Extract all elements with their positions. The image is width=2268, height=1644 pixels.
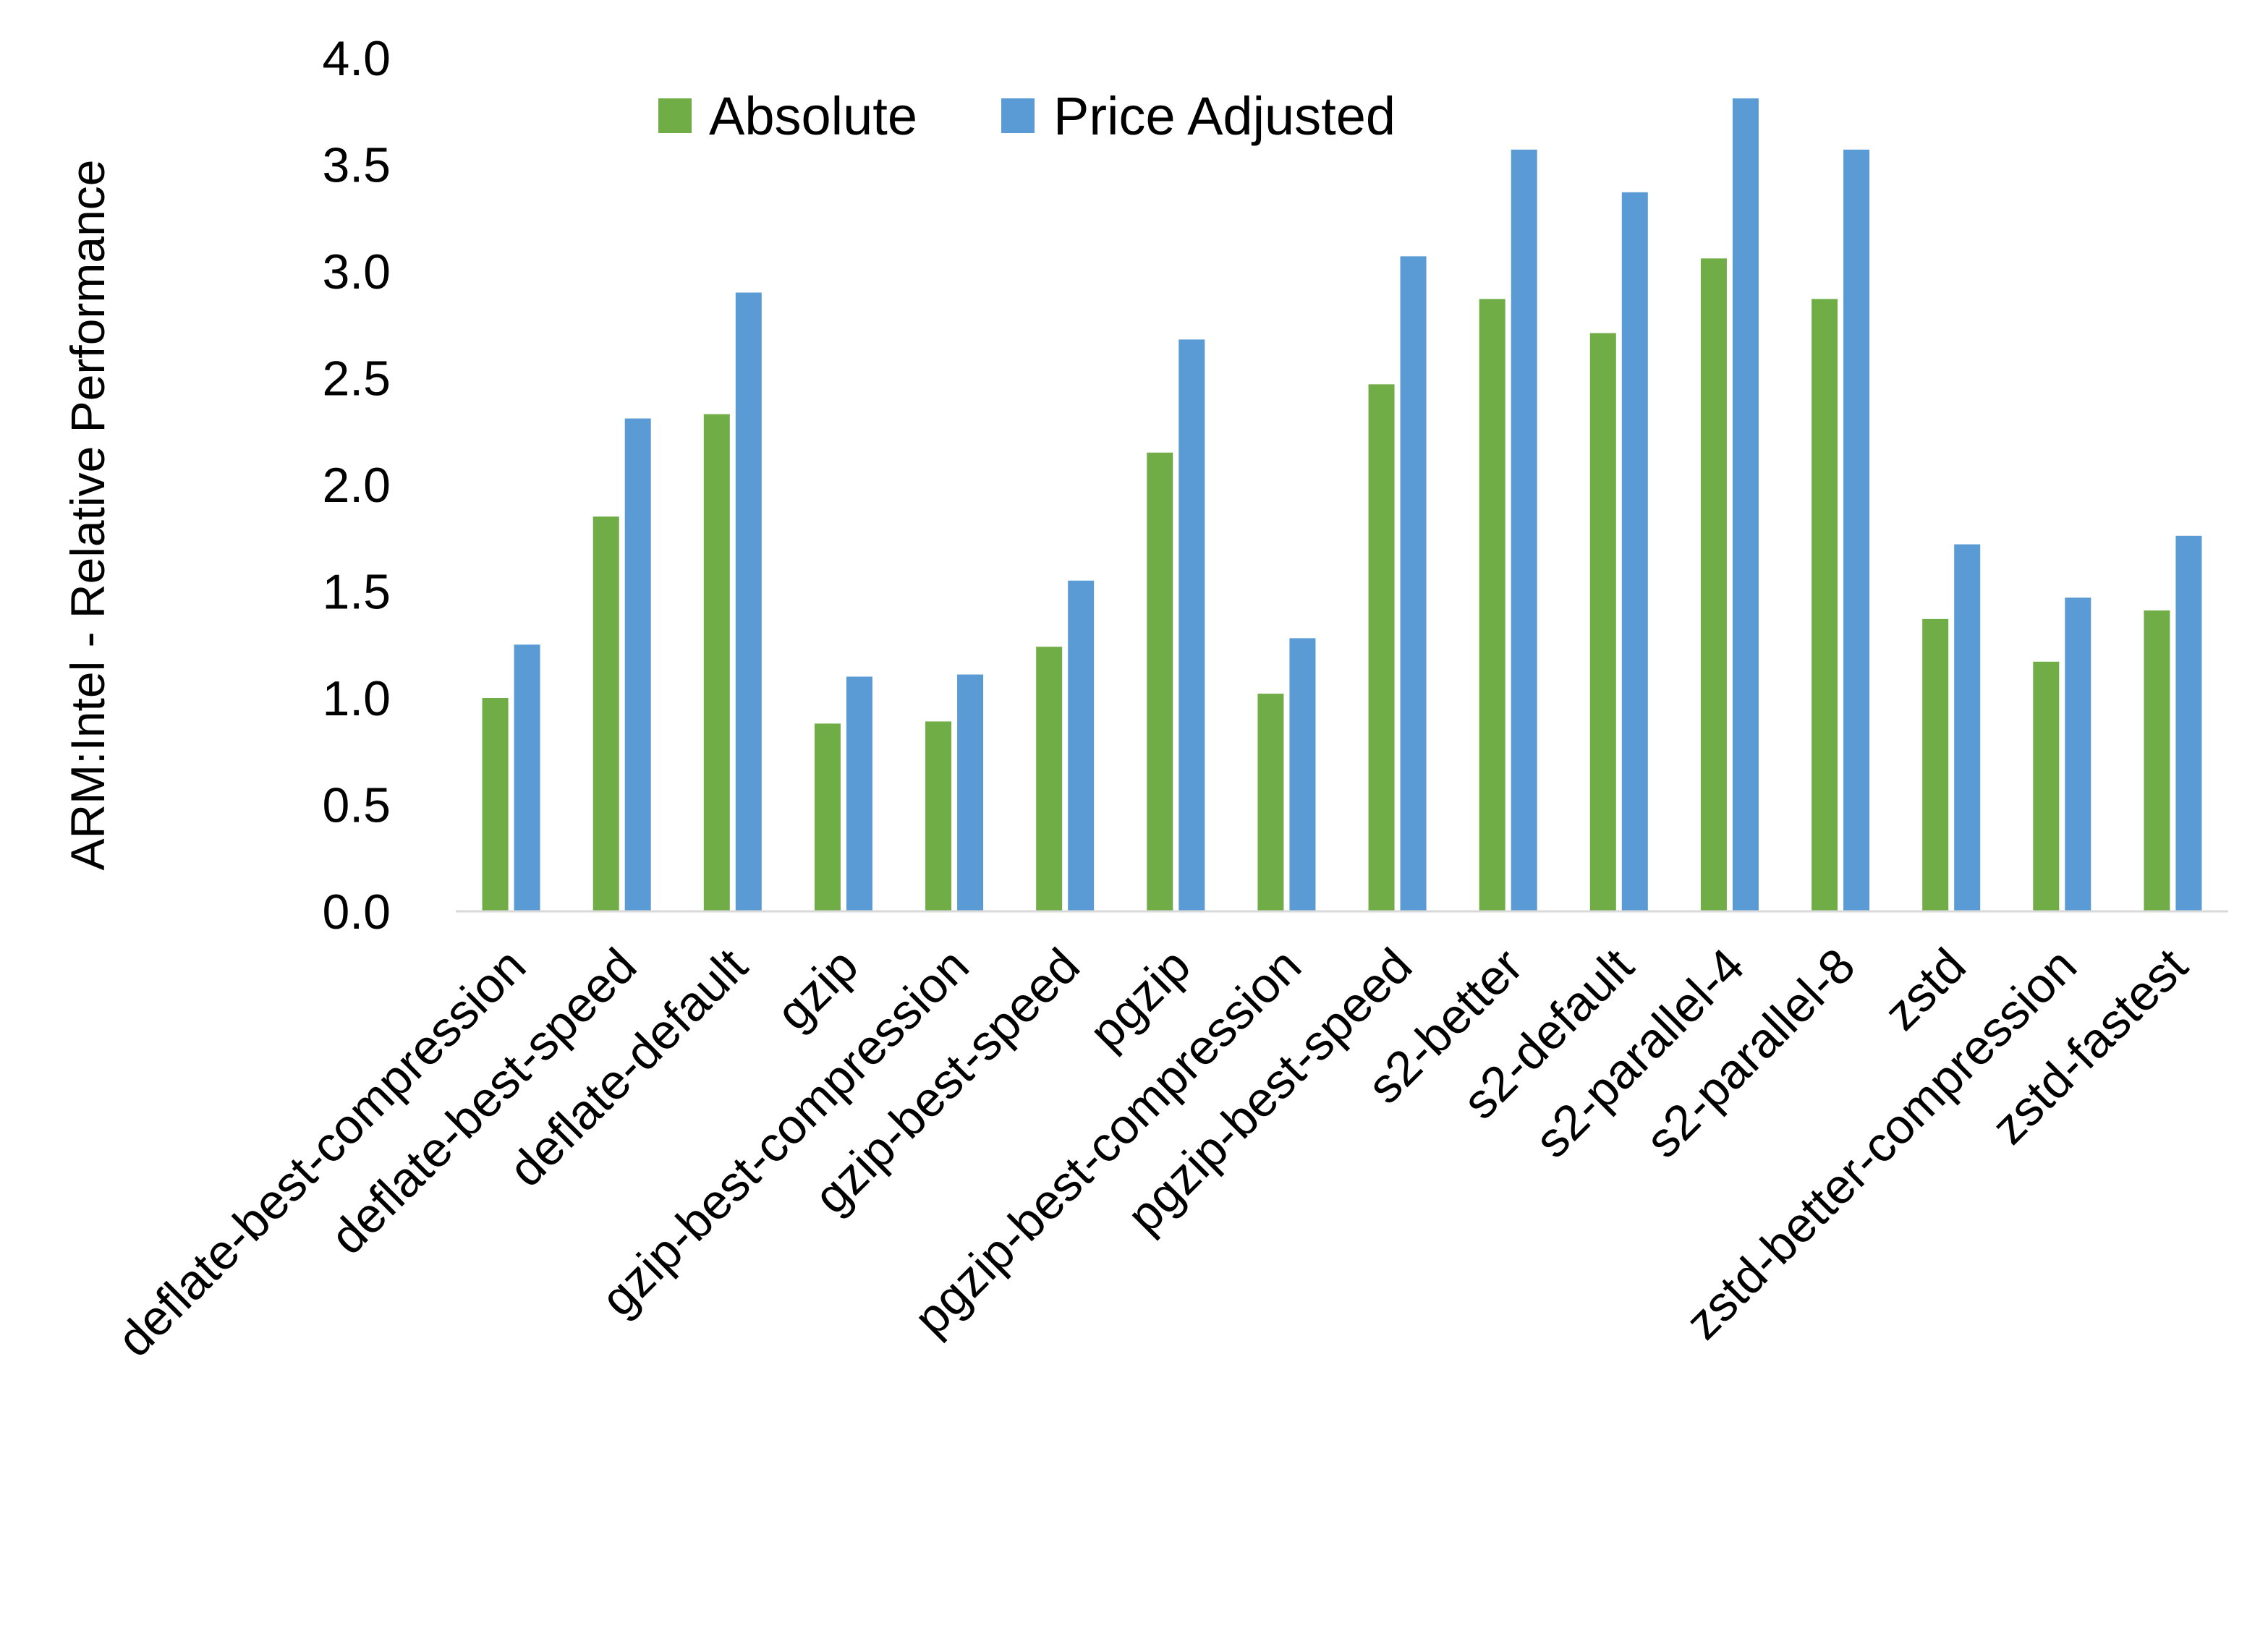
y-tick-label: 4.0	[322, 31, 391, 86]
y-tick-label: 1.0	[322, 671, 391, 726]
bars	[482, 98, 2202, 912]
y-tick-label: 2.5	[322, 352, 391, 406]
y-tick-label: 3.5	[322, 138, 391, 193]
bar-price-adjusted-gzip	[846, 676, 872, 911]
bar-price-adjusted-gzip-best-compression	[957, 674, 984, 911]
bar-price-adjusted-pgzip-best-speed	[1400, 256, 1427, 912]
bar-price-adjusted-s2-parallel-4	[1732, 98, 1759, 911]
legend-swatch-absolute	[658, 98, 692, 133]
bar-price-adjusted-zstd-fastest	[2175, 535, 2202, 911]
y-axis-ticks: 0.0 0.5 1.0 1.5 2.0 2.5 3.0 3.5 4.0	[322, 31, 391, 940]
bar-absolute-zstd-fastest	[2144, 610, 2170, 911]
bar-absolute-zstd	[1922, 618, 1949, 911]
x-axis-categories: deflate-best-compressiondeflate-best-spe…	[107, 938, 2199, 1368]
bar-absolute-gzip	[814, 723, 841, 911]
bar-price-adjusted-pgzip	[1178, 339, 1205, 911]
bar-absolute-deflate-default	[703, 414, 730, 911]
bar-price-adjusted-zstd-better-compression	[2065, 597, 2091, 911]
y-tick-label: 0.0	[322, 885, 391, 940]
y-tick-label: 3.0	[322, 244, 391, 299]
bar-absolute-pgzip-best-speed	[1368, 384, 1395, 911]
y-tick-label: 0.5	[322, 778, 391, 833]
y-axis-label: ARM:Intel - Relative Performance	[61, 159, 114, 870]
bar-absolute-zstd-better-compression	[2033, 661, 2060, 911]
bar-price-adjusted-pgzip-best-compression	[1289, 638, 1316, 911]
legend-swatch-price-adjusted	[1001, 98, 1035, 133]
bar-price-adjusted-deflate-default	[735, 292, 762, 911]
bar-price-adjusted-deflate-best-compression	[514, 644, 540, 911]
bar-absolute-gzip-best-speed	[1036, 647, 1063, 911]
y-tick-label: 2.0	[322, 458, 391, 513]
bar-price-adjusted-deflate-best-speed	[624, 418, 651, 911]
legend-label-price-adjusted: Price Adjusted	[1053, 86, 1396, 146]
bar-price-adjusted-gzip-best-speed	[1068, 580, 1095, 911]
bar-price-adjusted-s2-parallel-8	[1843, 149, 1870, 912]
legend: Absolute Price Adjusted	[658, 86, 1396, 146]
bar-absolute-pgzip	[1147, 452, 1173, 911]
legend-label-absolute: Absolute	[709, 86, 917, 146]
bar-price-adjusted-zstd	[1954, 544, 1981, 911]
bar-absolute-gzip-best-compression	[925, 721, 952, 911]
bar-absolute-pgzip-best-compression	[1257, 694, 1284, 911]
bar-price-adjusted-s2-better	[1511, 149, 1537, 912]
bar-absolute-s2-default	[1589, 333, 1616, 911]
bar-price-adjusted-s2-default	[1621, 192, 1648, 912]
bar-absolute-deflate-best-compression	[482, 698, 509, 911]
y-tick-label: 1.5	[322, 565, 391, 620]
bar-absolute-s2-parallel-4	[1700, 258, 1727, 911]
bar-absolute-s2-parallel-8	[1812, 299, 1838, 912]
x-tick-label: deflate-best-compression	[107, 938, 537, 1368]
bar-absolute-s2-better	[1479, 299, 1505, 912]
bar-absolute-deflate-best-speed	[593, 516, 619, 911]
